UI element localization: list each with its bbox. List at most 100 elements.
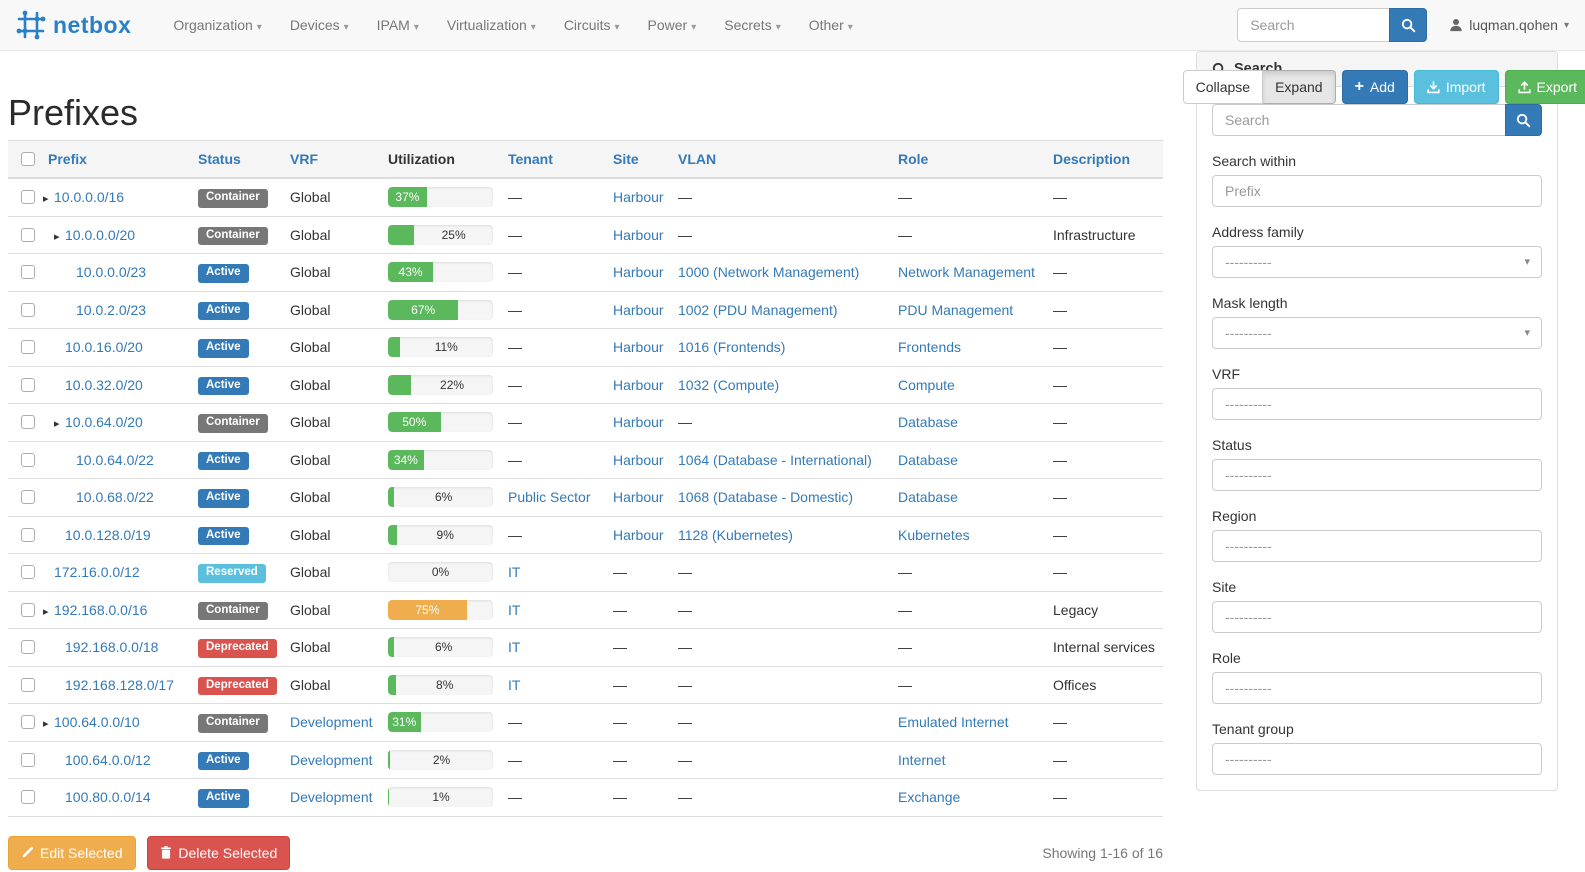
vrf-link[interactable]: Development — [290, 714, 373, 731]
prefix-link[interactable]: 10.0.16.0/20 — [65, 339, 143, 356]
prefix-link[interactable]: 10.0.0.0/16 — [54, 189, 125, 206]
prefix-link[interactable]: 100.64.0.0/10 — [54, 714, 140, 731]
add-button[interactable]: + Add — [1341, 70, 1408, 104]
row-checkbox[interactable] — [21, 265, 35, 280]
role-link[interactable]: Database — [898, 489, 958, 506]
collapse-button[interactable]: Collapse — [1182, 70, 1264, 104]
region-select[interactable]: ---------- — [1212, 530, 1542, 562]
row-checkbox[interactable] — [21, 490, 35, 505]
tenant-link[interactable]: IT — [508, 601, 521, 618]
prefix-link[interactable]: 10.0.68.0/22 — [76, 489, 154, 506]
nav-menu-organization[interactable]: Organization ▾ — [159, 2, 275, 48]
expand-caret-icon[interactable]: ▸ — [54, 230, 60, 243]
tenant-link[interactable]: Public Sector — [508, 489, 591, 506]
site-link[interactable]: Harbour — [613, 376, 664, 393]
row-checkbox[interactable] — [21, 602, 35, 617]
vlan-link[interactable]: 1002 (PDU Management) — [678, 301, 838, 318]
column-header-status[interactable]: Status — [190, 140, 282, 179]
prefix-link[interactable]: 10.0.64.0/22 — [76, 451, 154, 468]
filter-search-input[interactable] — [1212, 104, 1505, 136]
row-checkbox[interactable] — [21, 415, 35, 430]
prefix-link[interactable]: 192.168.128.0/17 — [65, 676, 174, 693]
user-menu[interactable]: luqman.qohen ▾ — [1449, 17, 1575, 33]
global-search-button[interactable] — [1389, 8, 1428, 42]
nav-menu-secrets[interactable]: Secrets ▾ — [710, 2, 795, 48]
role-link[interactable]: Network Management — [898, 264, 1035, 281]
row-checkbox[interactable] — [21, 377, 35, 392]
column-header-tenant[interactable]: Tenant — [500, 140, 605, 179]
tenant-link[interactable]: IT — [508, 639, 521, 656]
site-link[interactable]: Harbour — [613, 526, 664, 543]
prefix-link[interactable]: 10.0.32.0/20 — [65, 376, 143, 393]
export-button[interactable]: Export — [1504, 70, 1585, 104]
import-button[interactable]: Import — [1413, 70, 1499, 104]
nav-menu-circuits[interactable]: Circuits ▾ — [550, 2, 634, 48]
vlan-link[interactable]: 1000 (Network Management) — [678, 264, 860, 281]
expand-caret-icon[interactable]: ▸ — [43, 193, 49, 206]
prefix-link[interactable]: 10.0.64.0/20 — [65, 414, 143, 431]
nav-menu-ipam[interactable]: IPAM ▾ — [363, 2, 433, 48]
nav-menu-power[interactable]: Power ▾ — [634, 2, 711, 48]
role-link[interactable]: Exchange — [898, 789, 961, 806]
role-link[interactable]: Frontends — [898, 339, 962, 356]
expand-caret-icon[interactable]: ▸ — [54, 418, 60, 431]
role-link[interactable]: PDU Management — [898, 301, 1014, 318]
column-header-description[interactable]: Description — [1045, 140, 1163, 179]
column-header-prefix[interactable]: Prefix — [40, 140, 190, 179]
site-link[interactable]: Harbour — [613, 451, 664, 468]
site-link[interactable]: Harbour — [613, 264, 664, 281]
prefix-link[interactable]: 192.168.0.0/18 — [65, 639, 159, 656]
nav-menu-other[interactable]: Other ▾ — [795, 2, 867, 48]
vrf-link[interactable]: Development — [290, 751, 373, 768]
select-all-checkbox[interactable] — [21, 152, 35, 166]
site-link[interactable]: Harbour — [613, 189, 664, 206]
prefix-link[interactable]: 100.80.0.0/14 — [65, 789, 151, 806]
role-link[interactable]: Internet — [898, 751, 946, 768]
site-link[interactable]: Harbour — [613, 301, 664, 318]
nav-menu-devices[interactable]: Devices ▾ — [276, 2, 363, 48]
vlan-link[interactable]: 1032 (Compute) — [678, 376, 780, 393]
vlan-link[interactable]: 1128 (Kubernetes) — [678, 526, 793, 543]
tenant-group-select[interactable]: ---------- — [1212, 743, 1542, 775]
column-header-role[interactable]: Role — [890, 140, 1045, 179]
prefix-link[interactable]: 192.168.0.0/16 — [54, 601, 148, 618]
global-search-input[interactable] — [1237, 8, 1390, 42]
column-header-vlan[interactable]: VLAN — [670, 140, 890, 179]
column-header-site[interactable]: Site — [605, 140, 670, 179]
mask-length-select[interactable]: ---------- — [1212, 317, 1542, 349]
nav-menu-virtualization[interactable]: Virtualization ▾ — [433, 2, 550, 48]
prefix-link[interactable]: 10.0.2.0/23 — [76, 301, 147, 318]
prefix-link[interactable]: 100.64.0.0/12 — [65, 751, 151, 768]
row-checkbox[interactable] — [21, 565, 35, 580]
site-select[interactable]: ---------- — [1212, 601, 1542, 633]
expand-caret-icon[interactable]: ▸ — [43, 718, 49, 731]
role-link[interactable]: Database — [898, 414, 958, 431]
prefix-link[interactable]: 10.0.0.0/23 — [76, 264, 147, 281]
role-link[interactable]: Emulated Internet — [898, 714, 1009, 731]
tenant-link[interactable]: IT — [508, 676, 521, 693]
expand-button[interactable]: Expand — [1263, 70, 1336, 104]
edit-selected-button[interactable]: Edit Selected — [8, 835, 136, 870]
status-select[interactable]: ---------- — [1212, 459, 1542, 491]
row-checkbox[interactable] — [21, 190, 35, 205]
role-link[interactable]: Compute — [898, 376, 955, 393]
site-link[interactable]: Harbour — [613, 489, 664, 506]
prefix-link[interactable]: 10.0.128.0/19 — [65, 526, 151, 543]
role-link[interactable]: Database — [898, 451, 958, 468]
address-family-select[interactable]: ---------- — [1212, 246, 1542, 278]
row-checkbox[interactable] — [21, 677, 35, 692]
row-checkbox[interactable] — [21, 790, 35, 805]
row-checkbox[interactable] — [21, 340, 35, 355]
delete-selected-button[interactable]: Delete Selected — [147, 835, 291, 870]
row-checkbox[interactable] — [21, 640, 35, 655]
vlan-link[interactable]: 1016 (Frontends) — [678, 339, 786, 356]
prefix-link[interactable]: 172.16.0.0/12 — [54, 564, 140, 581]
search-within-input[interactable] — [1212, 175, 1542, 207]
role-select[interactable]: ---------- — [1212, 672, 1542, 704]
row-checkbox[interactable] — [21, 715, 35, 730]
vrf-link[interactable]: Development — [290, 789, 373, 806]
row-checkbox[interactable] — [21, 302, 35, 317]
site-link[interactable]: Harbour — [613, 339, 664, 356]
vlan-link[interactable]: 1064 (Database - International) — [678, 451, 872, 468]
tenant-link[interactable]: IT — [508, 564, 521, 581]
